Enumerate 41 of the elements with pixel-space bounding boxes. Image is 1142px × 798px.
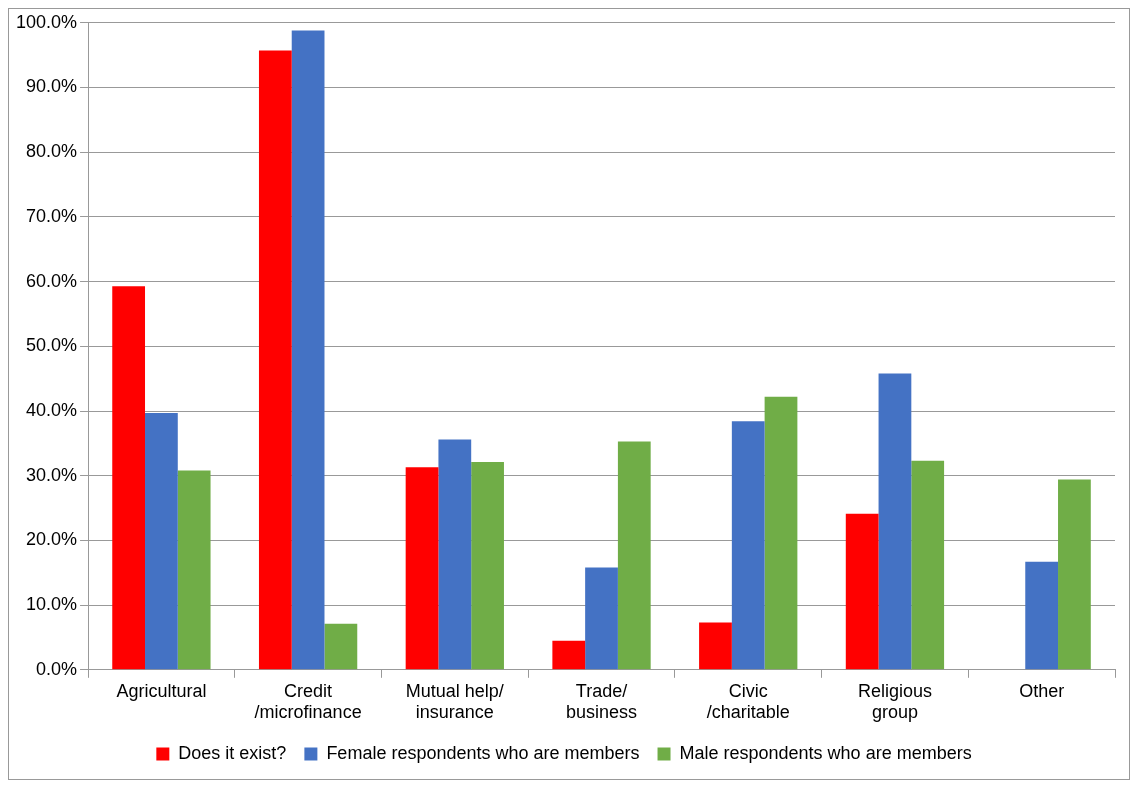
bar (471, 462, 504, 670)
x-tick-label: Mutual help/ insurance (405, 680, 504, 723)
bar (911, 460, 945, 670)
bar (731, 421, 765, 670)
y-tick-label: 50.0% (26, 335, 78, 356)
bar (324, 623, 358, 670)
y-tick-label: 20.0% (26, 529, 78, 550)
y-tick-label: 90.0% (26, 76, 78, 97)
bar (145, 412, 178, 670)
x-tick-label: Trade/ business (566, 680, 638, 723)
x-tick-label: Other (1019, 680, 1065, 701)
bar (585, 567, 618, 670)
bar (405, 467, 439, 670)
legend-label: Female respondents who are members (326, 742, 640, 763)
y-tick-label: 100.0% (15, 11, 78, 32)
x-tick-label: Religious group (857, 680, 932, 723)
y-tick-label: 30.0% (26, 464, 78, 485)
bar (552, 640, 586, 670)
x-tick-label: Credit /microfinance (254, 680, 362, 723)
y-tick-label: 0.0% (36, 658, 78, 679)
bar (845, 513, 879, 670)
bar (258, 50, 292, 670)
y-tick-label: 10.0% (26, 594, 78, 615)
bar (438, 439, 472, 670)
y-tick-label: 40.0% (26, 399, 78, 420)
legend-label: Does it exist? (178, 742, 287, 763)
bar (764, 396, 798, 670)
bar (1058, 479, 1091, 670)
y-tick-label: 60.0% (26, 270, 78, 291)
bar (699, 622, 732, 670)
y-tick-label: 70.0% (26, 205, 78, 226)
bar (291, 30, 325, 670)
y-tick-label: 80.0% (26, 141, 78, 162)
legend-label: Male respondents who are members (679, 742, 972, 763)
bar (177, 470, 211, 670)
x-tick-label: Agricultural (116, 680, 207, 701)
x-tick-label: Civic /charitable (706, 680, 790, 723)
bar (617, 441, 651, 670)
bar (1025, 561, 1059, 670)
bar (112, 286, 146, 670)
bar (878, 373, 912, 670)
